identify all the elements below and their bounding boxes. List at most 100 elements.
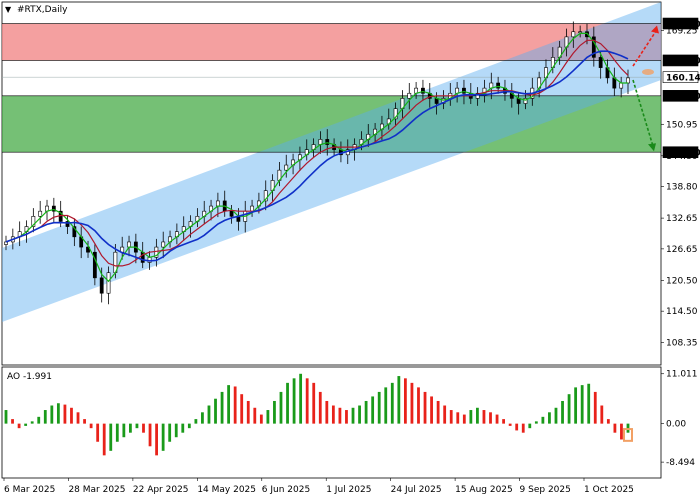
ao-indicator-label: AO -1.991 [7,372,52,382]
price-axis-tick-label: 138.80 [666,183,698,193]
date-axis-label: 14 May 2025 [197,485,256,495]
ao-bar [83,419,86,424]
ao-bar [273,400,276,424]
ao-bar [63,404,67,424]
ao-histogram-layer [4,373,633,456]
price-axis-tick-label: 114.50 [666,307,698,317]
date-axis-label: 9 Sep 2025 [520,485,571,495]
ao-bar [305,378,309,424]
date-axis-label: 1 Jul 2025 [326,485,371,495]
price-axis-tick-label: 169.25 [666,26,698,36]
ao-bar [37,416,41,424]
candle-body [161,241,166,248]
ao-bar [70,407,73,424]
arrow-down-head-icon [648,143,656,152]
ao-bar [338,407,342,424]
ao-bar [397,376,401,424]
ao-bar [299,373,303,424]
ao-bar [102,423,106,456]
candle-body [92,251,97,279]
ao-bar [331,405,335,424]
price-axis-tick-label: 150.95 [666,120,698,130]
ascending-channel [2,2,661,322]
candle-body [325,139,330,145]
ao-bar [436,400,440,424]
ao-bar [443,405,447,424]
ao-bar [456,412,460,424]
ao-bar [606,419,610,424]
ao-bar [574,387,578,424]
price-panel-frame [1,1,662,366]
price-axis-tick-label: 108.35 [666,339,698,349]
ao-bar [410,382,414,424]
ao-bar [312,382,316,424]
candle-body [523,98,528,104]
ao-bar [390,382,394,424]
arrow-up-head-icon [651,25,659,34]
candle-body [51,205,56,212]
candle-body [284,164,289,171]
price-tag-label: 160.14 [666,73,700,83]
ao-bar [168,423,172,442]
ao-bar [161,423,165,451]
candle-body [250,205,254,212]
forecast-down-arrow [632,79,654,147]
ao-bar [109,423,113,451]
ao-bar [593,391,597,424]
ao-axis-tick-label: -8.494 [666,458,695,468]
ao-bar [56,403,60,424]
candle-body [38,210,43,217]
price-tag-label: 163.40 [666,57,700,67]
candle-body [65,221,70,227]
ao-bar [253,407,257,424]
ao-bar [181,423,185,433]
ao-bar [534,421,538,424]
ao-bar [600,405,604,424]
ao-bar [259,414,263,424]
ma-slow-line [5,50,629,262]
ao-bar [89,423,93,429]
candle-body [591,36,596,58]
price-axis-layer: 169.25150.95144.80138.80132.65126.65120.… [661,17,700,468]
moving-averages-layer [5,32,629,283]
resistance-zone [2,23,661,61]
ao-bar [403,378,407,424]
date-axis-label: 6 Jun 2025 [262,485,310,495]
ao-bar [24,423,28,426]
ao-bar [345,410,348,424]
candle-body [31,216,36,227]
price-axis-tick-label: 126.65 [666,245,698,255]
ao-bar [482,410,486,424]
price-tag-box [662,54,699,67]
ao-bar [449,410,453,424]
support-zone [2,95,661,153]
ao-bar [207,405,211,424]
ao-axis-tick-label: 0.00 [666,420,686,430]
price-tag-box [662,17,699,30]
ao-bar [279,391,283,424]
candle-body [626,77,630,84]
ao-bar [358,405,361,424]
ao-bar [489,412,492,424]
ao-bar [364,400,368,424]
date-axis-label: 22 Apr 2025 [133,485,189,495]
price-tag-box [662,71,699,83]
price-axis-tick-label: 120.50 [666,276,698,286]
menu-arrow-icon[interactable]: ▼ [5,5,12,14]
date-axis-label: 1 Oct 2025 [584,485,634,495]
ao-bar [318,391,322,424]
ma-fast-line [5,32,628,283]
ao-bar [148,423,152,447]
candle-body [229,210,234,217]
candle-body [598,57,603,68]
candle-body [421,87,425,94]
ao-bar [227,385,231,424]
ao-bar [233,386,237,424]
ao-bar [351,407,355,424]
ao-bar [240,394,244,424]
ao-bar [122,423,126,438]
candle-body [619,82,624,89]
candle-body [106,272,111,294]
